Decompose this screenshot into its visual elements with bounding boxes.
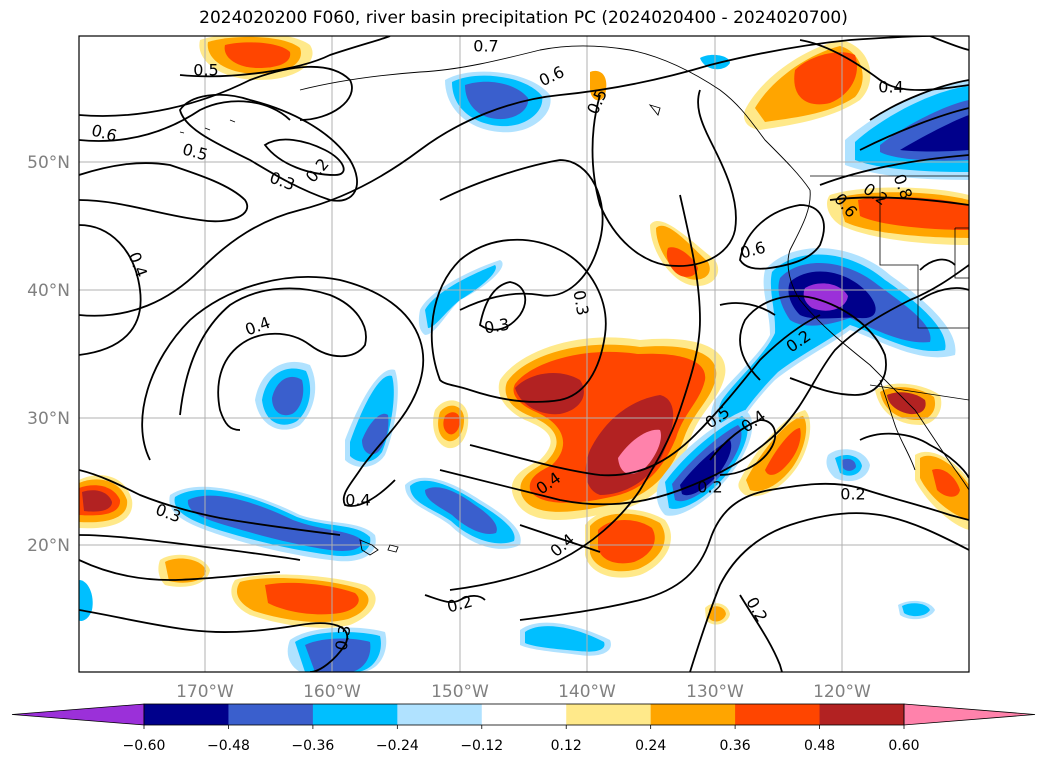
latitude-label: 50°N — [27, 153, 70, 173]
borders — [810, 175, 969, 401]
contour-label: 0.2 — [697, 478, 722, 497]
anomaly-positive-region — [666, 247, 698, 277]
anomaly-positive-region — [224, 42, 291, 68]
colorbar-tick-label: 0.24 — [635, 738, 666, 754]
anomaly-negative-region — [900, 115, 969, 152]
contour-label: 0.2 — [840, 485, 865, 504]
colorbar-tick-label: −0.24 — [376, 738, 419, 754]
anomaly-negative-region — [425, 487, 497, 534]
anomaly-positive-region — [932, 469, 960, 497]
anomaly-positive-region — [794, 52, 858, 105]
map-title: 2024020200 F060, river basin precipitati… — [199, 8, 848, 28]
contour-label: 0.3 — [569, 289, 592, 317]
longitude-label: 140°W — [558, 682, 616, 702]
anomaly-negative-region — [272, 376, 304, 416]
anomaly-positive-region — [765, 428, 801, 475]
colorbar-extend-max — [903, 703, 1036, 726]
anomaly-positive-region — [265, 582, 359, 615]
colorbar-segment — [650, 704, 736, 725]
contour-label: 0.6 — [536, 62, 567, 90]
anomaly-positive-region — [858, 197, 969, 230]
colorbar-segment — [481, 704, 567, 725]
colorbar — [11, 703, 1036, 729]
contour-label: 0.2 — [445, 592, 475, 617]
latitude-labels: 50°N 40°N 30°N 20°N — [27, 153, 70, 556]
precip-anomaly-fills — [79, 36, 969, 672]
longitude-labels: 170°W 160°W 150°W 140°W 130°W 120°W — [176, 682, 871, 702]
longitude-label: 120°W — [813, 682, 871, 702]
colorbar-tick-label: −0.60 — [123, 738, 166, 754]
anomaly-positive-region — [515, 373, 584, 415]
anomaly-negative-region — [525, 626, 605, 652]
anomaly-negative-region — [680, 440, 732, 496]
anomaly-positive-region — [82, 490, 112, 512]
anomaly-negative-region — [465, 81, 529, 120]
latitude-label: 30°N — [27, 409, 70, 429]
contour-label: 0.3 — [331, 624, 354, 652]
colorbar-tick-labels: −0.60 −0.48 −0.36 −0.24 −0.12 0.12 0.24 0.36 0.4… — [123, 738, 920, 754]
colorbar-segment — [228, 704, 314, 725]
anomaly-positive-region — [618, 429, 661, 474]
colorbar-tick-label: 0.12 — [551, 738, 582, 754]
anomaly-positive-region — [887, 392, 926, 415]
colorbar-tick-label: 0.60 — [888, 738, 919, 754]
colorbar-extend-min — [11, 703, 145, 726]
contour-label: 0.3 — [483, 314, 511, 337]
gridlines — [79, 36, 969, 672]
longitude-label: 170°W — [176, 682, 234, 702]
contour-label: 0.5 — [181, 140, 211, 165]
colorbar-tick-label: 0.48 — [804, 738, 835, 754]
colorbar-segment — [566, 704, 652, 725]
colorbar-segment — [819, 704, 905, 725]
anomaly-positive-region — [598, 519, 655, 564]
contour-label: 0.2 — [302, 155, 333, 187]
colorbar-segment — [312, 704, 398, 725]
colorbar-tick-label: 0.36 — [720, 738, 751, 754]
anomaly-positive-region — [590, 70, 607, 101]
colorbar-tick-label: −0.36 — [291, 738, 334, 754]
contour-lines — [79, 36, 969, 672]
contour-label: 0.2 — [742, 594, 771, 626]
latitude-label: 20°N — [27, 536, 70, 556]
map-frame — [78, 35, 970, 673]
anomaly-positive-region — [165, 558, 206, 583]
anomaly-negative-region — [902, 603, 930, 617]
longitude-label: 150°W — [431, 682, 489, 702]
contour-label: 0.6 — [738, 238, 768, 263]
contour-label: 0.4 — [878, 78, 903, 97]
colorbar-segment — [397, 704, 483, 725]
contour-label: 0.4 — [345, 491, 370, 510]
anomaly-negative-region — [187, 495, 363, 551]
longitude-label: 130°W — [686, 682, 744, 702]
colorbar-tick-label: −0.48 — [207, 738, 250, 754]
colorbar-tick-label: −0.12 — [460, 738, 503, 754]
contour-label: 0.7 — [473, 37, 498, 56]
colorbar-segment — [735, 704, 821, 725]
anomaly-negative-region — [842, 458, 856, 471]
contour-label: 0.4 — [547, 530, 579, 561]
anomaly-positive-region — [709, 606, 726, 622]
anomaly-negative-region — [79, 580, 93, 621]
contour-label: 0.5 — [193, 61, 218, 80]
longitude-label: 160°W — [303, 682, 361, 702]
anomaly-negative-region — [362, 413, 389, 455]
latitude-label: 40°N — [27, 281, 70, 301]
colorbar-segment — [144, 704, 229, 725]
